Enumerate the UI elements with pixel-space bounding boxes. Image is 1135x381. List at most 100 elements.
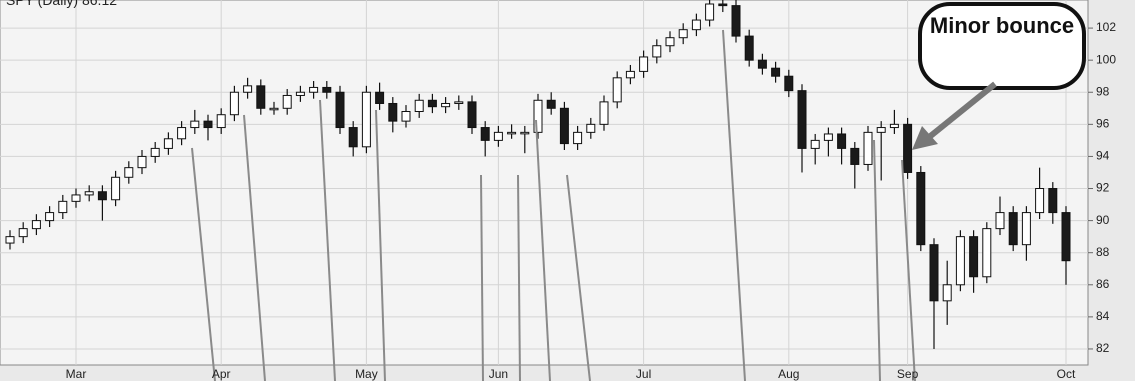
candle-body bbox=[480, 127, 490, 141]
candle-body bbox=[1035, 188, 1045, 214]
x-tick-label: Aug bbox=[778, 367, 799, 381]
candle-body bbox=[942, 284, 952, 302]
y-tick-label: 92 bbox=[1096, 181, 1110, 195]
candle-body bbox=[216, 114, 226, 129]
x-tick-label: Jul bbox=[636, 367, 651, 381]
y-tick-label: 86 bbox=[1096, 277, 1110, 291]
candle-body bbox=[1008, 212, 1018, 246]
candle-body bbox=[850, 147, 860, 165]
candle-body bbox=[863, 131, 873, 165]
candle-body bbox=[705, 3, 715, 21]
candle-body bbox=[269, 107, 279, 111]
candle-body bbox=[163, 138, 173, 149]
pointer-lines bbox=[191, 29, 916, 381]
y-tick-label: 96 bbox=[1096, 117, 1110, 131]
y-tick-label: 94 bbox=[1096, 149, 1110, 163]
candle-body bbox=[771, 67, 781, 77]
candle-body bbox=[665, 37, 675, 47]
candle-body bbox=[111, 176, 121, 201]
candle-body bbox=[309, 86, 319, 93]
candle-body bbox=[256, 85, 266, 109]
candle-body bbox=[823, 133, 833, 141]
candle-body bbox=[31, 220, 41, 230]
candle-body bbox=[1021, 212, 1031, 246]
candle-body bbox=[612, 77, 622, 103]
candle-body bbox=[203, 120, 213, 129]
annotation-arrow bbox=[926, 81, 997, 141]
candle-body bbox=[58, 200, 68, 214]
candle-body bbox=[718, 3, 728, 7]
candle-body bbox=[1061, 212, 1071, 262]
candle-body bbox=[916, 171, 926, 246]
candle-body bbox=[797, 90, 807, 149]
candle-body bbox=[639, 56, 649, 72]
y-tick-label: 84 bbox=[1096, 309, 1110, 323]
candle-body bbox=[467, 101, 477, 129]
candle-body bbox=[348, 127, 358, 148]
candle-body bbox=[45, 212, 55, 222]
candle-body bbox=[18, 228, 28, 238]
candle-body bbox=[493, 131, 503, 141]
candle-body bbox=[982, 228, 992, 278]
candle-body bbox=[573, 131, 583, 145]
candle-body bbox=[784, 75, 794, 92]
x-tick-label: Mar bbox=[66, 367, 87, 381]
candle-body bbox=[414, 99, 424, 113]
candle-body bbox=[889, 123, 899, 129]
candle-body bbox=[837, 133, 847, 149]
candle-body bbox=[546, 99, 556, 109]
candle-body bbox=[625, 70, 635, 79]
plot-area bbox=[0, 0, 1089, 366]
annotation: Minor bounce bbox=[929, 13, 1075, 38]
candle-body bbox=[84, 191, 94, 196]
candle-body bbox=[375, 91, 385, 104]
candle-body bbox=[335, 91, 345, 129]
candle-body bbox=[124, 167, 134, 178]
candle-body bbox=[586, 123, 596, 133]
candle-body bbox=[177, 127, 187, 140]
candle-body bbox=[652, 45, 662, 58]
chart-title: SPY (Daily) 86.12 bbox=[6, 0, 118, 8]
candle-body bbox=[929, 244, 939, 302]
candle-body bbox=[150, 147, 160, 157]
candle-body bbox=[229, 91, 239, 116]
candle-body bbox=[744, 35, 754, 61]
y-tick-label: 90 bbox=[1096, 213, 1110, 227]
candle-body bbox=[322, 86, 332, 93]
candle-body bbox=[507, 131, 517, 135]
candle-body bbox=[5, 236, 15, 244]
grid bbox=[0, 0, 1088, 365]
candle-body bbox=[71, 194, 81, 202]
candle-body bbox=[282, 94, 292, 109]
candle-body bbox=[559, 107, 569, 145]
y-tick-label: 100 bbox=[1096, 52, 1116, 66]
candle-body bbox=[427, 99, 437, 108]
x-tick-label: Jun bbox=[489, 367, 508, 381]
candle-body bbox=[441, 102, 451, 108]
candle-body bbox=[731, 5, 741, 37]
candle-body bbox=[757, 59, 767, 69]
candle-body bbox=[243, 85, 253, 93]
candle-body bbox=[454, 101, 464, 104]
candle-body bbox=[190, 120, 200, 129]
candle-body bbox=[401, 111, 411, 122]
candle-body bbox=[903, 123, 913, 173]
annotation-box bbox=[918, 2, 1086, 90]
candle-body bbox=[533, 99, 543, 133]
candle-body bbox=[97, 191, 107, 201]
candle-body bbox=[388, 102, 398, 122]
candle-body bbox=[1048, 188, 1058, 214]
x-tick-label: Sep bbox=[897, 367, 919, 381]
candle-body bbox=[520, 131, 530, 135]
arrow-head bbox=[912, 126, 938, 150]
x-tick-label: Oct bbox=[1057, 367, 1076, 381]
y-tick-label: 102 bbox=[1096, 20, 1116, 34]
candle-body bbox=[295, 91, 305, 96]
candle-body bbox=[361, 91, 371, 148]
candle-body bbox=[995, 212, 1005, 230]
x-tick-label: Apr bbox=[212, 367, 231, 381]
y-tick-label: 82 bbox=[1096, 341, 1110, 355]
candle-body bbox=[599, 101, 609, 125]
